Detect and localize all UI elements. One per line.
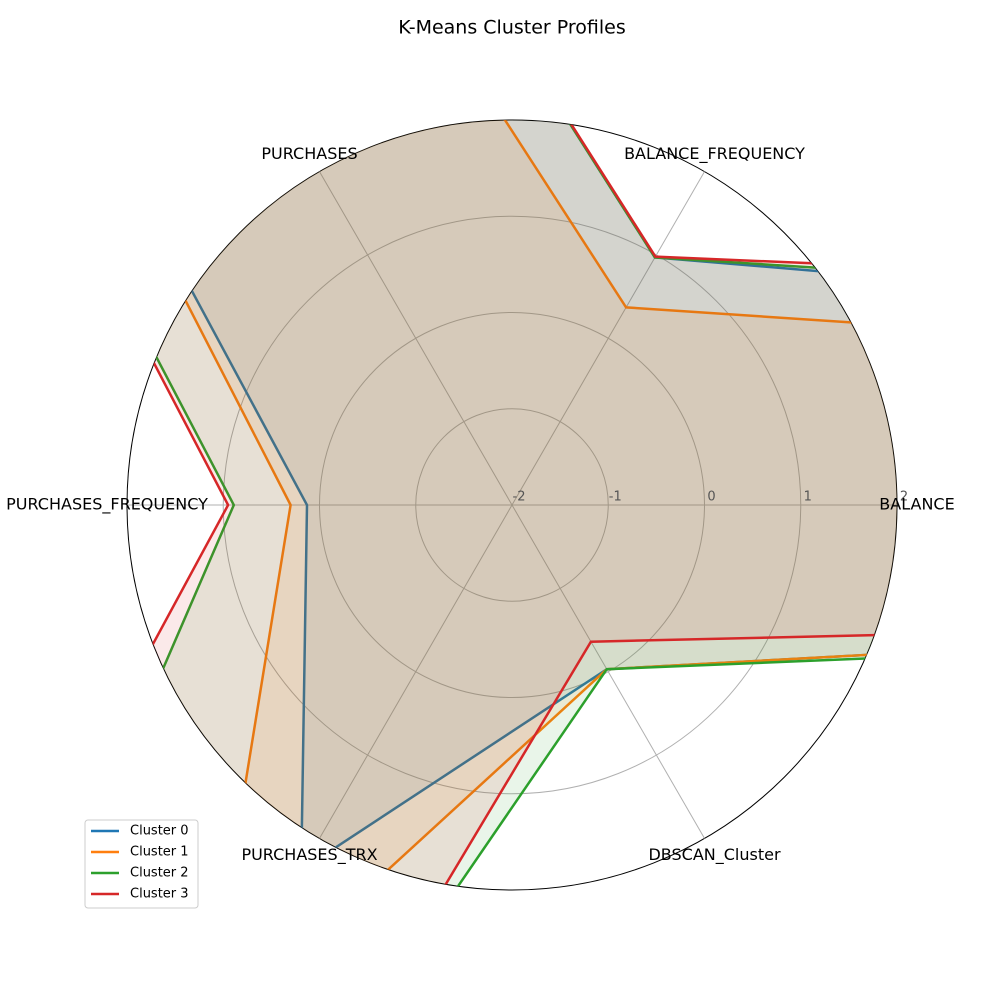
legend-label: Cluster 1 — [130, 845, 189, 860]
r-tick-label: 1 — [804, 490, 812, 505]
legend-box — [84, 819, 199, 909]
r-tick-label: 0 — [707, 490, 715, 505]
axis-label: PURCHASES_TRX — [241, 845, 377, 865]
spoke — [511, 171, 705, 506]
legend-label: Cluster 3 — [130, 887, 189, 902]
axis-label: BALANCE_FREQUENCY — [624, 144, 805, 164]
spoke — [319, 504, 513, 839]
axis-label: BALANCE — [879, 495, 954, 514]
spoke — [319, 171, 513, 506]
grid — [126, 119, 898, 891]
legend-label: Cluster 2 — [130, 866, 189, 881]
spoke — [511, 504, 705, 839]
r-tick-label: 2 — [900, 490, 908, 505]
r-tick-label: -2 — [513, 490, 526, 505]
legend: Cluster 0 Cluster 1 Cluster 2 Cluster 3 — [84, 819, 199, 909]
axis-label: PURCHASES_FREQUENCY — [6, 495, 208, 515]
chart-title: K-Means Cluster Profiles — [398, 17, 625, 39]
legend-label: Cluster 0 — [130, 824, 189, 839]
r-tick-label: -1 — [609, 490, 622, 505]
axis-label: PURCHASES — [261, 144, 357, 163]
axis-label: DBSCAN_Cluster — [648, 845, 780, 865]
